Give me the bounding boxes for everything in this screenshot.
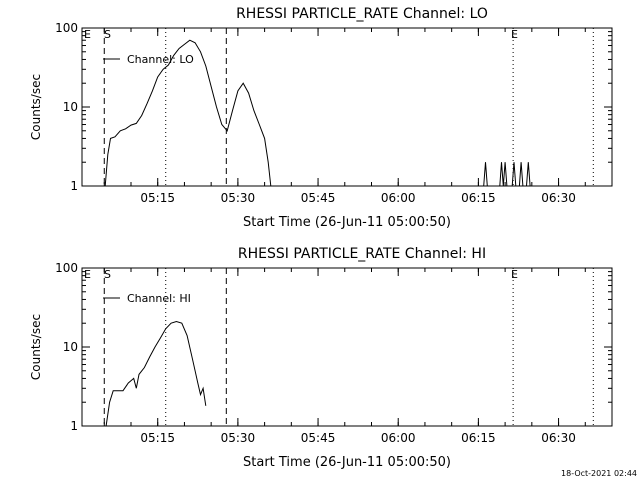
- lo-y-tick-label: 10: [63, 100, 78, 114]
- lo-y-tick-label: 100: [55, 21, 78, 35]
- hi-y-tick-label: 1: [70, 419, 78, 433]
- lo-marker-e-label: E: [511, 28, 518, 41]
- lo-x-tick-label: 05:15: [140, 191, 175, 205]
- lo-x-tick-label: 06:15: [461, 191, 496, 205]
- hi-series-lines: [105, 320, 207, 427]
- hi-y-axis: 1 10 100: [55, 261, 612, 433]
- lo-corner-label: E: [84, 28, 91, 41]
- hi-y-axis-label: Counts/sec: [29, 314, 43, 380]
- lo-series-line-0: [104, 39, 272, 187]
- hi-x-tick-label: 05:30: [221, 431, 256, 445]
- lo-y-axis-label: Counts/sec: [29, 74, 43, 140]
- hi-channel-plot: RHESSI PARTICLE_RATE Channel: HI 110100 …: [29, 246, 613, 470]
- hi-x-axis: 05:15 05:30 05:45 06:00 06:15 06:30: [103, 268, 586, 445]
- hi-x-tick-label: 06:00: [381, 431, 416, 445]
- lo-series-line-1: [483, 162, 531, 187]
- lo-x-axis: 05:15 05:30 05:45 06:00 06:15 06:30: [103, 28, 586, 205]
- lo-series-lines: [104, 39, 531, 187]
- lo-channel-plot: RHESSI PARTICLE_RATE Channel: LO 110100 …: [29, 6, 613, 230]
- hi-y-tick-label: 10: [63, 340, 78, 354]
- lo-plot-frame: [81, 27, 613, 187]
- lo-x-tick-label: 05:30: [221, 191, 256, 205]
- hi-marker-e-label: E: [511, 268, 518, 281]
- lo-x-axis-label: Start Time (26-Jun-11 05:00:50): [243, 215, 451, 230]
- hi-marker-s-label: S: [104, 268, 111, 281]
- lo-event-markers: [103, 28, 594, 186]
- hi-series-line-0: [105, 320, 207, 427]
- lo-legend-label: Channel: LO: [127, 53, 194, 66]
- lo-x-tick-label: 06:00: [381, 191, 416, 205]
- hi-x-tick-label: 06:15: [461, 431, 496, 445]
- lo-y-tick-label: 1: [70, 179, 78, 193]
- hi-x-tick-label: 05:45: [301, 431, 336, 445]
- hi-x-axis-label: Start Time (26-Jun-11 05:00:50): [243, 455, 451, 470]
- lo-plot-title: RHESSI PARTICLE_RATE Channel: LO: [236, 6, 488, 22]
- hi-event-markers: [103, 268, 594, 426]
- hi-corner-label: E: [84, 268, 91, 281]
- footer-timestamp: 18-Oct-2021 02:44: [561, 469, 637, 478]
- hi-plot-title: RHESSI PARTICLE_RATE Channel: HI: [238, 246, 486, 262]
- lo-x-tick-label: 05:45: [301, 191, 336, 205]
- lo-y-axis: 1 10 100: [55, 21, 612, 193]
- hi-legend-label: Channel: HI: [127, 292, 191, 305]
- hi-x-tick-label: 05:15: [140, 431, 175, 445]
- lo-marker-s-label: S: [104, 28, 111, 41]
- lo-x-tick-label: 06:30: [541, 191, 576, 205]
- hi-y-tick-label: 100: [55, 261, 78, 275]
- hi-x-tick-label: 06:30: [541, 431, 576, 445]
